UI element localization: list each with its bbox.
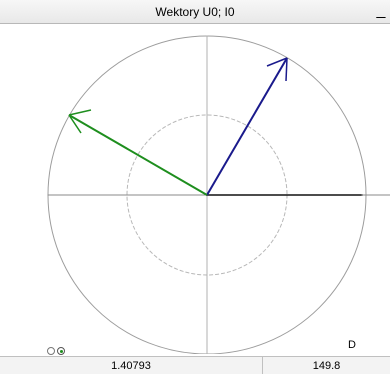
status-value-1: 1.40793 [0, 357, 263, 374]
status-bar: 1.40793 149.8 [0, 356, 390, 374]
phasor-plot-svg [47, 35, 390, 354]
status-value-2: 149.8 [312, 360, 341, 372]
vector-u0-line [206, 57, 288, 196]
title-bar: Wektory U0; I0 _ [0, 0, 390, 24]
vector-u0 [206, 57, 288, 196]
vector-i0 [68, 109, 208, 196]
vector-u0-arrowhead-left [266, 57, 288, 67]
vector-u0-arrowhead-right [285, 57, 288, 82]
radio-option-2[interactable] [57, 347, 65, 355]
window-title: Wektory U0; I0 [155, 5, 235, 19]
vector-i0-line [68, 114, 208, 196]
quadrant-label-d: D [348, 339, 356, 351]
vector-i0-arrowhead-bottom [68, 114, 82, 134]
minimize-button[interactable]: _ [376, 2, 386, 19]
phasor-plot-area: D [0, 24, 390, 354]
vector-i0-arrowhead-top [68, 109, 92, 116]
radio-option-1[interactable] [47, 347, 55, 355]
